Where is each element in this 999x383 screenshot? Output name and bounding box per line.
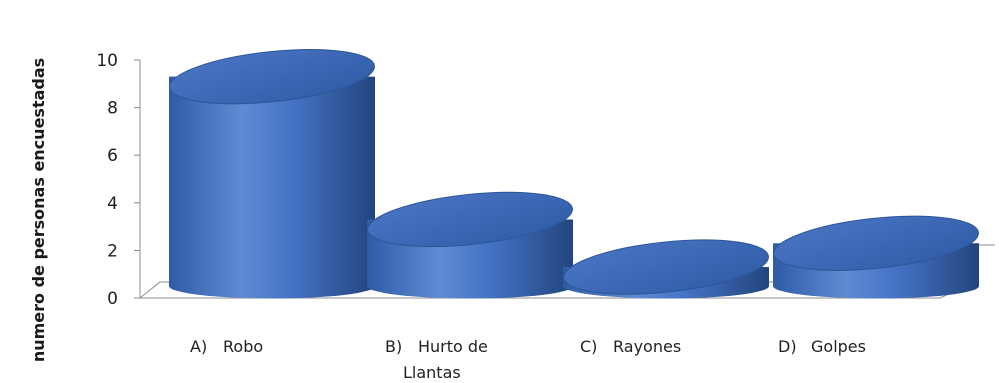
bar (169, 49, 375, 299)
x-tick-label: A) Robo (190, 337, 263, 356)
y-tick-label: 6 (107, 146, 118, 166)
bars (169, 49, 979, 299)
category-marker: C) (580, 337, 597, 356)
category-marker: A) (190, 337, 207, 356)
bar-top (563, 239, 769, 295)
x-tick-label: D) Golpes (778, 337, 866, 356)
y-tick-label: 4 (107, 194, 118, 214)
bar-body (169, 76, 375, 299)
category-name: Golpes (811, 337, 866, 356)
x-tick-label: B) Hurto de Llantas (385, 337, 488, 382)
category-name: Robo (223, 337, 263, 356)
category-name: Hurto de (418, 337, 488, 356)
bar (367, 191, 573, 299)
category-name: Llantas (403, 363, 461, 382)
y-tick-label: 2 (107, 241, 118, 261)
bar-top (367, 191, 573, 248)
category-marker: D) (778, 337, 797, 356)
y-axis-label: numero de personas encuestadas (29, 58, 48, 362)
bar (773, 215, 979, 299)
y-tick-labels: 0 2 4 6 8 10 (96, 51, 140, 309)
bar (563, 239, 769, 299)
category-name: Rayones (613, 337, 681, 356)
y-tick-label: 10 (96, 51, 118, 71)
x-tick-label: C) Rayones (580, 337, 681, 356)
y-tick-label: 8 (107, 99, 118, 119)
category-marker: B) (385, 337, 402, 356)
y-tick-label: 0 (107, 289, 118, 309)
bar-top (773, 215, 979, 271)
bar-top (169, 49, 375, 105)
x-tick-labels: A) Robo B) Hurto de Llantas C) Rayones D) Golpes (190, 337, 866, 382)
